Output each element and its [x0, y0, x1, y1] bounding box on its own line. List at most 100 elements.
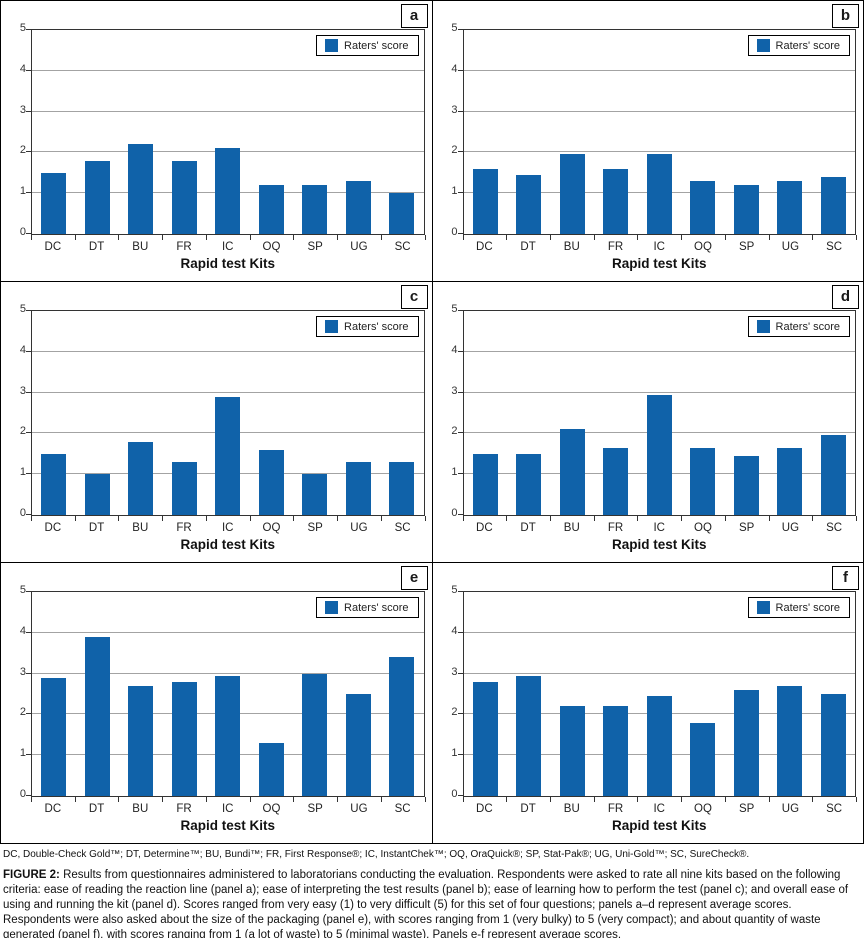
legend-label: Raters' score: [344, 39, 409, 52]
bar-slot: [32, 30, 76, 234]
bar-slot: [32, 592, 76, 796]
y-tick-mark: [457, 351, 463, 352]
bar-slot: [594, 311, 638, 515]
bar-slot: [725, 311, 769, 515]
chart-panel-c: c 5 4 3 2 1 0 Raters' score DC DT BU FR IC OQ SP UG SC Ra…: [1, 282, 432, 562]
y-tick-label: 3: [19, 665, 26, 678]
bars: [32, 30, 424, 234]
x-category-label: FR: [176, 522, 192, 534]
bar: [128, 685, 154, 796]
y-tick-label: 0: [19, 507, 26, 519]
plot-area: Raters' score: [462, 591, 856, 797]
x-tick-mark: [681, 516, 683, 521]
bar: [345, 694, 371, 796]
bar: [646, 696, 672, 796]
bar-slot: [812, 592, 856, 796]
x-tick-mark: [593, 797, 595, 802]
legend-swatch: [756, 601, 770, 614]
x-category-label: DC: [476, 522, 493, 534]
bar-slot: [293, 592, 337, 796]
bar: [690, 722, 716, 796]
x-tick-mark: [118, 797, 120, 802]
bar: [603, 447, 629, 515]
x-tick-mark: [768, 797, 770, 802]
x-category-label: DC: [44, 803, 62, 815]
x-tick-mark: [724, 516, 726, 521]
y-tick-label: 0: [19, 788, 26, 800]
bar-slot: [507, 30, 551, 234]
bar: [559, 154, 585, 234]
x-tick-mark: [249, 235, 251, 240]
bars: [464, 592, 856, 796]
chart-panel-d: d 5 4 3 2 1 0 Raters' score DC DT BU FR IC OQ SP UG SC Ra…: [432, 282, 863, 562]
y-tick-label: 1: [451, 466, 458, 479]
y-tick-label: 3: [19, 384, 26, 397]
y-tick-mark: [26, 591, 31, 592]
bar-slot: [380, 592, 424, 796]
bar-slot: [76, 311, 120, 515]
gridline: [32, 631, 424, 633]
y-tick-mark: [457, 632, 463, 633]
x-labels: DC DT BU FR IC OQ SP UG SC: [463, 522, 857, 534]
x-tick-mark: [205, 235, 207, 240]
legend-swatch: [325, 601, 339, 614]
x-category-label: OQ: [262, 241, 281, 253]
x-category-label: DC: [44, 522, 62, 534]
y-tick-label: 1: [19, 466, 26, 479]
x-tick-mark: [856, 516, 857, 521]
x-category-label: SP: [307, 803, 323, 815]
x-category-label: OQ: [262, 522, 281, 534]
x-tick-mark: [812, 235, 814, 240]
bar: [389, 193, 415, 234]
bar-slot: [681, 311, 725, 515]
bar: [215, 396, 241, 515]
legend-swatch: [325, 320, 339, 333]
y-tick-mark: [26, 632, 31, 633]
y-tick-mark: [26, 29, 31, 30]
bar-slot: [293, 30, 337, 234]
x-labels: DC DT BU FR IC OQ SP UG SC: [463, 803, 857, 815]
legend-label: Raters' score: [344, 601, 409, 614]
x-category-label: IC: [221, 241, 234, 253]
bar: [84, 160, 110, 234]
gridline: [32, 110, 424, 112]
bar: [345, 461, 371, 515]
x-category-label: UG: [781, 241, 800, 253]
x-tick-mark: [593, 235, 595, 240]
plot-area: Raters' score: [31, 310, 425, 516]
bar: [690, 180, 716, 234]
x-category-label: SP: [739, 803, 755, 815]
x-tick-mark: [249, 516, 251, 521]
x-tick-mark: [549, 235, 551, 240]
bar-slot: [812, 311, 856, 515]
x-category-label: UG: [350, 522, 368, 534]
y-tick-label: 3: [451, 384, 458, 397]
y-tick-mark: [457, 514, 463, 515]
x-category-label: IC: [653, 803, 665, 815]
x-category-label: SP: [307, 241, 323, 253]
x-tick-mark: [118, 235, 120, 240]
x-category-label: BU: [132, 803, 149, 815]
x-category-label: SP: [307, 522, 323, 534]
bar: [41, 453, 67, 515]
x-category-label: UG: [350, 241, 368, 253]
x-category-label: BU: [563, 803, 580, 815]
y-tick-label: 2: [19, 425, 26, 438]
bar-slot: [163, 30, 207, 234]
bars: [32, 592, 424, 796]
legend-label: Raters' score: [775, 320, 840, 333]
bar-slot: [507, 311, 551, 515]
x-category-label: DT: [520, 522, 536, 534]
bar-slot: [638, 592, 682, 796]
bar: [646, 154, 672, 234]
x-axis-title: Rapid test Kits: [611, 537, 707, 552]
caption-area: DC, Double-Check Gold™; DT, Determine™; …: [0, 844, 864, 938]
panel-letter: c: [400, 285, 428, 309]
x-tick-mark: [31, 235, 32, 240]
x-category-label: DC: [44, 241, 62, 253]
plot-area: Raters' score: [462, 310, 856, 516]
y-tick-mark: [457, 29, 463, 30]
x-category-label: SC: [826, 803, 843, 815]
x-axis-title: Rapid test Kits: [180, 818, 275, 833]
bar-slot: [163, 311, 207, 515]
